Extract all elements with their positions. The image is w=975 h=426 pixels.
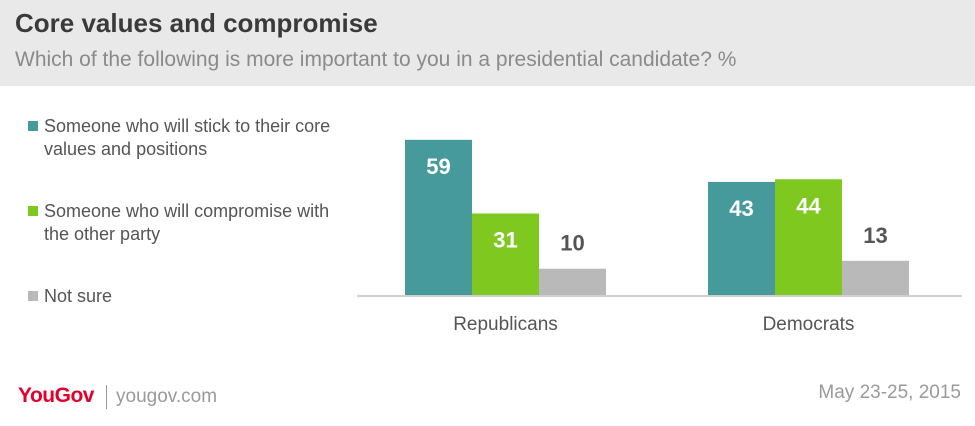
data-label-democrats-compromise: 44 [796,193,821,218]
legend-swatch-core-values [28,121,38,131]
bar-democrats-compromise [775,179,842,295]
bar-republicans-compromise [472,213,539,295]
yougov-logo: YouGov [18,384,94,407]
bar-democrats-not-sure [842,260,909,295]
bar-republicans-not-sure [539,268,606,295]
category-label-democrats: Democrats [763,314,855,335]
data-label-democrats-core-values: 43 [729,196,753,221]
bar-democrats-core-values [708,181,775,295]
category-label-republicans: Republicans [453,314,558,335]
footer-divider [106,385,107,409]
data-label-republicans-compromise: 31 [493,227,517,252]
legend-swatch-not-sure [28,291,38,301]
chart-subtitle: Which of the following is more important… [15,48,737,71]
legend-swatch-compromise [28,206,38,216]
bar-republicans-core-values [405,139,472,295]
legend-label-not-sure: Not sure [44,286,113,306]
data-label-republicans-core-values: 59 [426,154,450,179]
legend-label-core-values: Someone who will stick to their core val… [44,116,331,159]
header-band: Core values and compromise Which of the … [0,0,975,86]
chart-title: Core values and compromise [15,8,378,38]
data-label-democrats-not-sure: 13 [863,223,887,248]
legend-label-compromise: Someone who will compromise with the oth… [44,201,330,244]
footer-date: May 23-25, 2015 [818,382,961,403]
footer-url: yougov.com [116,386,218,407]
data-label-republicans-not-sure: 10 [560,231,584,256]
